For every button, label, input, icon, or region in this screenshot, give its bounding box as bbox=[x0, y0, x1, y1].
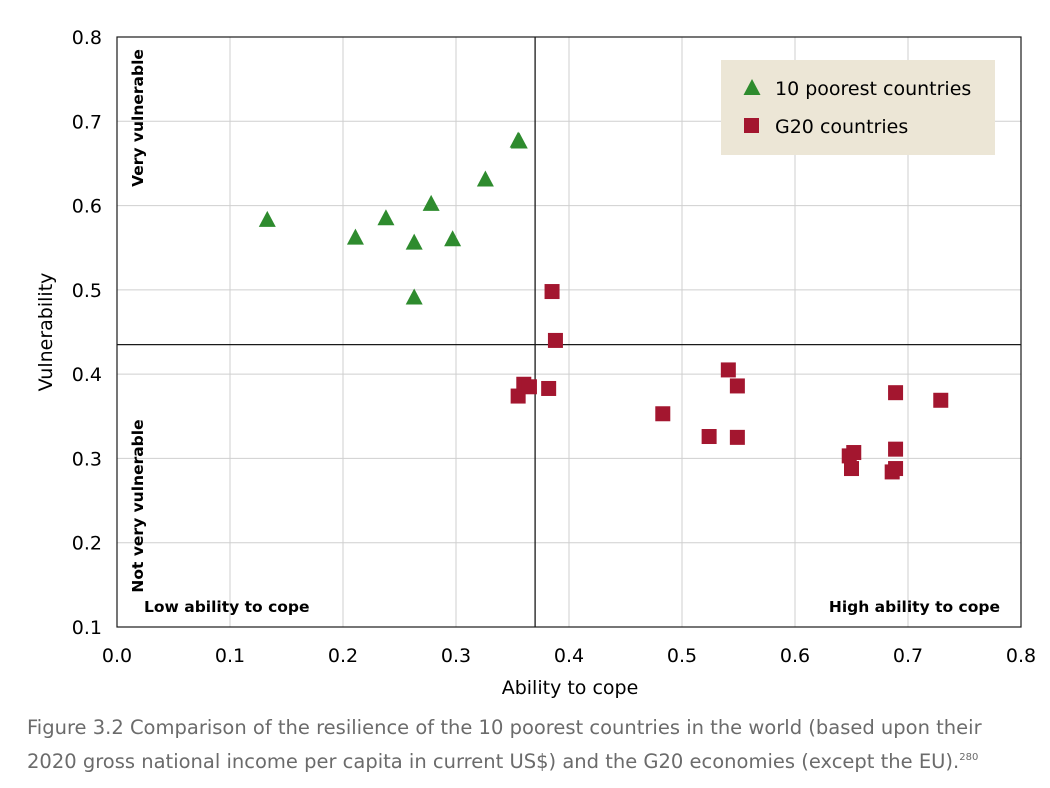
g20-country-point bbox=[720, 362, 736, 378]
g20-country-point bbox=[846, 445, 862, 461]
legend-background bbox=[721, 60, 995, 155]
y-tick-label: 0.8 bbox=[72, 27, 102, 49]
annotation-very-vulnerable: Very vulnerable bbox=[129, 49, 147, 187]
poorest-country-point bbox=[405, 288, 423, 305]
caption-reference: 280 bbox=[959, 752, 979, 763]
annotation-not-very-vulnerable: Not very vulnerable bbox=[129, 419, 147, 592]
legend-square-icon bbox=[744, 118, 759, 133]
data-points bbox=[258, 131, 949, 480]
g20-country-point bbox=[729, 378, 745, 394]
g20-country-point bbox=[888, 441, 904, 457]
y-tick-label: 0.4 bbox=[72, 364, 102, 386]
poorest-country-point bbox=[476, 170, 494, 187]
x-tick-label: 0.7 bbox=[893, 645, 923, 667]
x-tick-label: 0.2 bbox=[328, 645, 358, 667]
y-tick-label: 0.7 bbox=[72, 111, 102, 133]
g20-country-point bbox=[729, 429, 745, 445]
x-tick-label: 0.0 bbox=[102, 645, 132, 667]
plot-frame bbox=[116, 36, 1022, 628]
poorest-country-point bbox=[510, 132, 528, 149]
x-tick-label: 0.3 bbox=[441, 645, 471, 667]
legend-triangle-icon bbox=[743, 79, 761, 95]
x-tick-label: 0.4 bbox=[554, 645, 584, 667]
x-tick-label: 0.6 bbox=[780, 645, 810, 667]
poorest-country-point bbox=[346, 228, 364, 245]
g20-country-point bbox=[844, 461, 859, 477]
y-axis-label: Vulnerability bbox=[35, 273, 57, 392]
y-tick-label: 0.6 bbox=[72, 196, 102, 218]
g20-country-point bbox=[521, 379, 537, 395]
poorest-country-point bbox=[377, 209, 395, 226]
g20-country-point bbox=[541, 380, 557, 396]
x-tick-labels: 0.0 0.1 0.2 0.3 0.4 0.5 0.6 0.7 0.8 bbox=[102, 645, 1036, 667]
poorest-country-point bbox=[258, 210, 276, 227]
legend-label-g20: G20 countries bbox=[775, 116, 908, 138]
y-tick-labels: 0.1 0.2 0.3 0.4 0.5 0.6 0.7 0.8 bbox=[72, 27, 102, 639]
y-tick-label: 0.1 bbox=[72, 617, 102, 639]
y-tick-label: 0.5 bbox=[72, 280, 102, 302]
annotation-low-ability: Low ability to cope bbox=[144, 598, 310, 616]
annotation-high-ability: High ability to cope bbox=[829, 598, 1000, 616]
legend: 10 poorest countries G20 countries bbox=[721, 60, 995, 155]
poorest-country-point bbox=[422, 194, 440, 211]
x-tick-label: 0.8 bbox=[1006, 645, 1036, 667]
x-tick-label: 0.1 bbox=[215, 645, 245, 667]
g20-country-point bbox=[933, 392, 949, 408]
g20-country-point bbox=[655, 406, 671, 422]
poorest-country-point bbox=[444, 230, 462, 247]
g20-country-point bbox=[701, 429, 717, 445]
scatter-chart: 0.0 0.1 0.2 0.3 0.4 0.5 0.6 0.7 0.8 0.10.20.30.4… bbox=[35, 27, 1036, 699]
legend-label-poorest: 10 poorest countries bbox=[775, 78, 971, 100]
g20-country-point bbox=[510, 388, 526, 404]
poorest-country-point bbox=[405, 233, 423, 250]
y-tick-label: 0.2 bbox=[72, 533, 102, 555]
g20-country-point bbox=[888, 385, 904, 401]
g20-country-point bbox=[888, 461, 904, 477]
figure-caption: Figure 3.2 Comparison of the resilience … bbox=[27, 713, 1037, 777]
x-axis-label: Ability to cope bbox=[502, 677, 639, 699]
y-tick-label: 0.3 bbox=[72, 448, 102, 470]
caption-text: Figure 3.2 Comparison of the resilience … bbox=[27, 716, 982, 773]
g20-country-point bbox=[544, 284, 560, 300]
quadrant-lines bbox=[117, 37, 1021, 627]
g20-country-point bbox=[547, 332, 563, 348]
x-tick-label: 0.5 bbox=[667, 645, 697, 667]
